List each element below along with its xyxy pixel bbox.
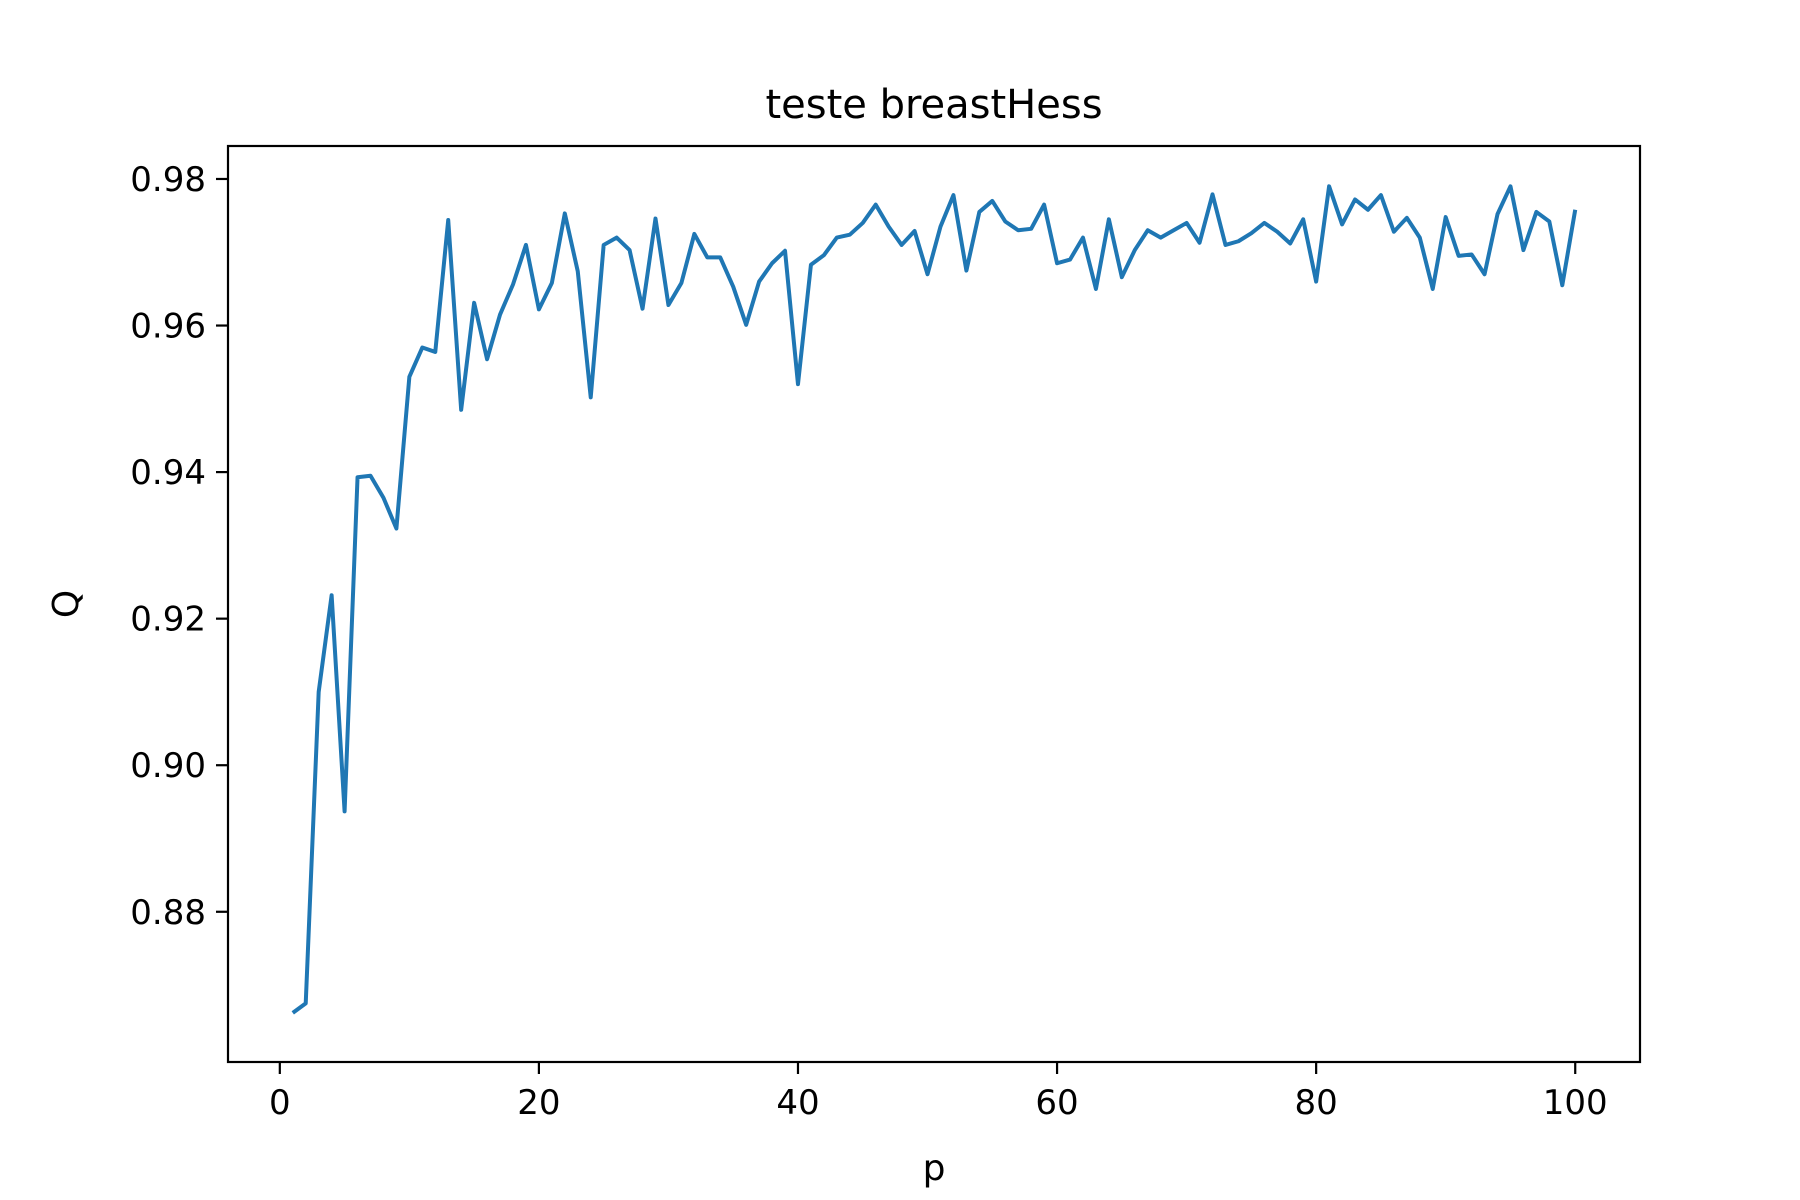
y-tick-label: 0.88: [130, 893, 206, 933]
x-tick-label: 0: [269, 1083, 291, 1123]
x-tick-label: 100: [1543, 1083, 1608, 1123]
y-tick-label: 0.92: [130, 600, 206, 640]
x-tick-label: 20: [517, 1083, 560, 1123]
y-axis-label: Q: [46, 590, 87, 618]
plot-frame: [226, 144, 1642, 1064]
x-axis-label: p: [923, 1148, 946, 1189]
x-tick-label: 60: [1035, 1083, 1078, 1123]
series-line: [291, 184, 1578, 1015]
chart-title: teste breastHess: [765, 82, 1102, 128]
x-tick-label: 40: [776, 1083, 819, 1123]
y-tick-label: 0.98: [130, 160, 206, 200]
y-tick-label: 0.96: [130, 307, 206, 347]
x-tick-label: 80: [1295, 1083, 1338, 1123]
y-tick-label: 0.90: [130, 746, 206, 786]
y-tick-label: 0.94: [130, 453, 206, 493]
y-axis-ticks: 0.88 0.90 0.92 0.94 0.96 0.98: [130, 160, 228, 933]
x-axis-ticks: 0 20 40 60 80 100: [269, 1062, 1608, 1123]
